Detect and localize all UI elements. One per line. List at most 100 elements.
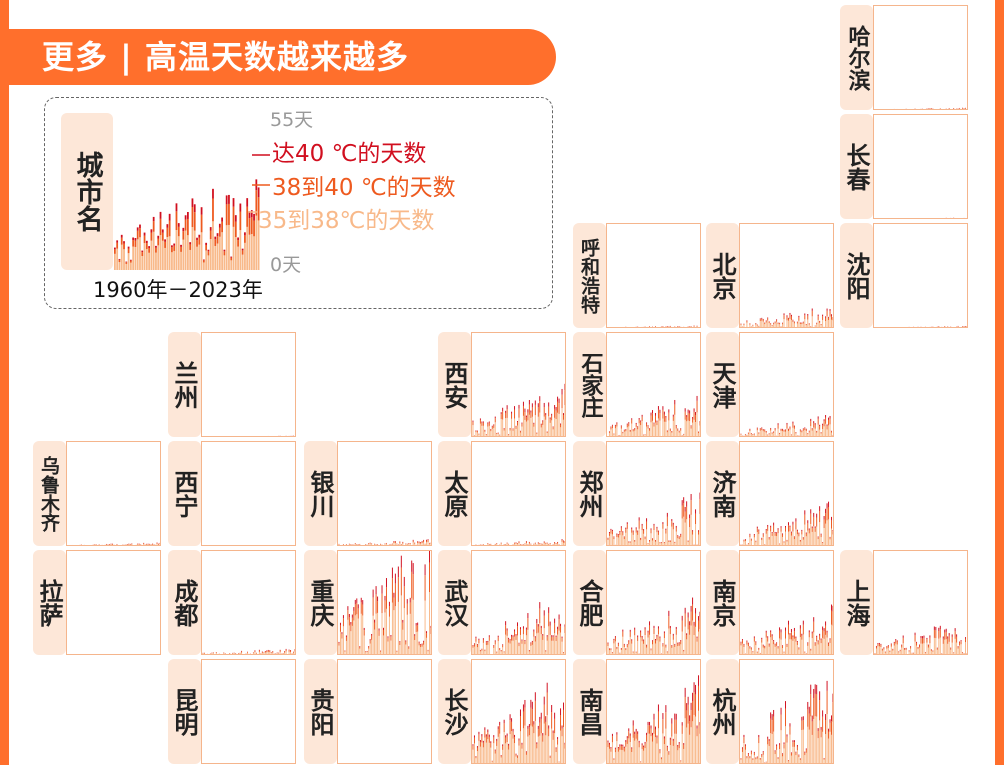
bar-segment — [225, 225, 228, 270]
bar-segment — [384, 612, 386, 655]
bar-segment — [543, 407, 545, 417]
bar-segment — [807, 520, 809, 524]
bar-segment — [482, 425, 484, 437]
bar-segment — [488, 734, 490, 737]
bar-segment — [611, 531, 613, 535]
bar-segment — [528, 404, 530, 415]
bar-segment — [145, 243, 148, 249]
bar-segment — [783, 541, 785, 543]
bar-segment — [345, 635, 347, 637]
bar-segment — [817, 731, 819, 739]
bar-segment — [345, 640, 347, 655]
bar-segment — [780, 629, 782, 633]
bar-segment — [610, 427, 612, 430]
bar-segment — [525, 752, 527, 755]
bar-segment — [740, 645, 742, 655]
bar-segment — [611, 733, 613, 737]
bar-segment — [640, 538, 642, 541]
bar-segment — [250, 210, 253, 218]
bar-segment — [237, 237, 239, 241]
bar-segment — [551, 545, 553, 546]
bar-segment — [817, 424, 819, 437]
bar-segment — [426, 542, 428, 546]
bar-segment — [765, 630, 767, 633]
bar-segment — [533, 426, 535, 437]
bar-segment — [430, 634, 432, 655]
bar-segment — [744, 434, 746, 437]
bar-segment — [290, 650, 292, 651]
bar-segment — [786, 643, 788, 645]
bar-segment — [683, 516, 685, 546]
bar-segment — [782, 428, 784, 430]
bar-segment — [652, 410, 653, 414]
bar-segment — [767, 320, 769, 328]
bar-segment — [826, 503, 828, 509]
bar-segment — [776, 436, 778, 437]
bar-segment — [620, 426, 622, 429]
bar-segment — [527, 613, 529, 619]
bar-segment — [650, 648, 652, 650]
bar-segment — [686, 519, 688, 546]
bar-segment — [814, 325, 816, 327]
bar-segment — [617, 746, 619, 749]
bar-segment — [617, 748, 619, 752]
bar-segment — [789, 639, 791, 655]
bar-segment — [643, 750, 645, 764]
bar-segment — [126, 544, 128, 545]
bar-segment — [482, 747, 484, 764]
bar-segment — [144, 544, 146, 546]
bar-segment — [232, 198, 235, 207]
bar-segment — [500, 755, 502, 758]
bar-segment — [146, 544, 148, 546]
bar-segment — [494, 641, 496, 645]
bar-segment — [782, 648, 784, 655]
bar-segment — [892, 649, 894, 651]
bar-segment — [545, 716, 547, 722]
bar-segment — [561, 728, 563, 737]
bar-segment — [780, 526, 782, 528]
bar-segment — [514, 629, 516, 632]
bar-segment — [397, 577, 399, 602]
bar-segment — [508, 434, 510, 437]
bar-segment — [654, 729, 656, 738]
bar-segment — [802, 729, 804, 764]
bar-segment — [948, 108, 950, 110]
bar-segment — [484, 430, 486, 432]
bar-segment — [484, 429, 486, 431]
bar-segment — [810, 418, 812, 422]
bar-segment — [606, 541, 607, 543]
bar-segment — [479, 650, 481, 652]
bar-segment — [476, 751, 478, 764]
bar-segment — [127, 248, 130, 254]
bar-segment — [512, 738, 514, 764]
bar-segment — [662, 644, 664, 647]
bar-segment — [689, 527, 691, 546]
bar-segment — [831, 624, 833, 655]
bar-segment — [901, 645, 903, 648]
bar-segment — [554, 622, 556, 634]
bar-segment — [171, 252, 173, 270]
bar-segment — [623, 647, 625, 655]
bar-segment — [819, 522, 821, 546]
bar-segment — [554, 408, 556, 418]
bar-segment — [814, 423, 816, 425]
bar-segment — [743, 644, 745, 648]
bar-segment — [488, 425, 490, 437]
bar-segment — [632, 531, 634, 535]
bar-segment — [362, 600, 364, 605]
bar-segment — [625, 431, 627, 437]
bar-segment — [644, 434, 646, 436]
bar-segment — [798, 533, 800, 537]
bar-segment — [753, 637, 755, 642]
bar-segment — [350, 622, 352, 625]
bar-segment — [344, 651, 346, 655]
bar-segment — [752, 434, 754, 435]
bar-segment — [873, 649, 874, 655]
bar-segment — [790, 532, 792, 536]
bar-segment — [659, 753, 661, 764]
bar-segment — [551, 640, 553, 655]
bar-segment — [668, 412, 670, 421]
bar-segment — [811, 528, 813, 532]
bar-segment — [281, 654, 283, 655]
bar-segment — [134, 238, 137, 241]
